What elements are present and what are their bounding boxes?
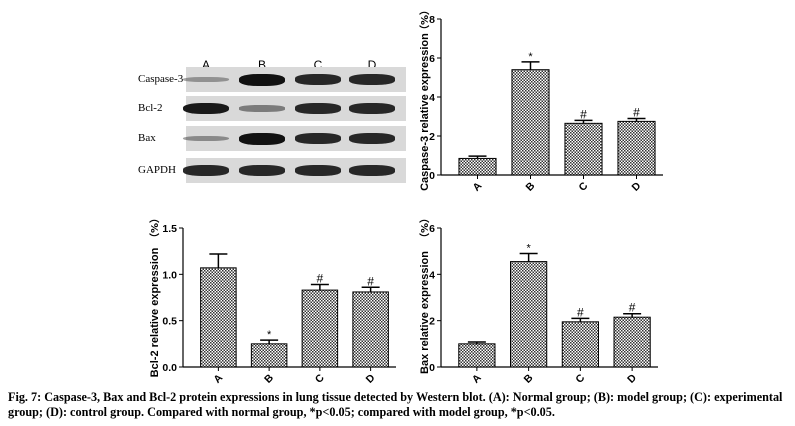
significance-marker: # <box>629 301 636 315</box>
blot-band <box>183 165 229 176</box>
y-tick-label: 4 <box>429 269 435 281</box>
y-tick-label: 8 <box>429 14 435 26</box>
significance-marker: * <box>526 242 531 254</box>
blot-band <box>183 76 229 83</box>
figure-caption: Fig. 7: Caspase-3, Bax and Bcl-2 protein… <box>8 390 783 419</box>
blot-lane-label-c: C <box>313 58 323 72</box>
significance-marker: # <box>577 305 584 319</box>
significance-marker: * <box>267 329 272 341</box>
blot-band <box>183 102 229 115</box>
blot-band <box>349 165 395 176</box>
significance-marker: # <box>580 107 587 121</box>
y-axis-label: Caspase-3 relative expression <box>419 33 431 191</box>
bar <box>613 316 651 368</box>
blot-band <box>349 133 395 144</box>
y-tick-label: 6 <box>429 53 435 65</box>
x-tick-label: B <box>262 372 276 386</box>
x-tick-label: D <box>625 372 639 386</box>
bar <box>458 343 496 368</box>
y-tick-label: 0.0 <box>162 362 177 374</box>
x-tick-label: B <box>523 180 537 194</box>
blot-lane-label-b: B <box>257 58 267 72</box>
bar <box>617 120 656 176</box>
blot-row-label: GAPDH <box>138 164 176 176</box>
blot-band <box>295 74 341 85</box>
y-tick-label: 0.5 <box>162 316 177 328</box>
blot-band <box>183 135 229 142</box>
y-tick-label: 2 <box>429 131 435 143</box>
y-tick-label: 1.0 <box>162 269 177 281</box>
y-tick-label: 6 <box>429 223 435 235</box>
x-tick-label: A <box>470 180 484 194</box>
x-tick-label: A <box>470 372 484 386</box>
y-axis-label: Bax relative expression <box>419 251 431 374</box>
bar <box>564 122 603 176</box>
blot-row-label: Caspase-3 <box>138 73 184 85</box>
y-tick-label: 4 <box>429 92 435 104</box>
bar <box>250 343 288 368</box>
y-tick-label: 1.5 <box>162 223 177 235</box>
blot-band <box>349 103 395 114</box>
blot-lane-label-d: D <box>367 58 377 72</box>
y-axis-label: Bcl-2 relative expression <box>149 247 161 377</box>
significance-marker: * <box>528 51 533 63</box>
y-tick-label: 0 <box>429 170 435 182</box>
blot-band <box>239 165 285 176</box>
y-tick-label: 0 <box>429 362 435 374</box>
bar <box>510 261 548 368</box>
bar <box>301 289 339 368</box>
bar <box>458 157 497 176</box>
x-tick-label: C <box>576 180 590 194</box>
bar <box>200 267 237 368</box>
blot-row-label: Bax <box>138 132 156 144</box>
x-tick-label: C <box>573 372 587 386</box>
x-tick-label: C <box>313 372 327 386</box>
blot-band <box>349 74 395 85</box>
bar <box>561 321 599 368</box>
y-axis-unit: （%） <box>418 213 431 243</box>
x-tick-label: D <box>364 372 378 386</box>
y-axis-unit: （%） <box>148 213 161 243</box>
blot-band <box>239 132 285 145</box>
blot-band <box>295 133 341 144</box>
blot-band <box>239 73 285 86</box>
x-tick-label: A <box>211 372 225 386</box>
x-tick-label: D <box>629 180 643 194</box>
blot-lane-label-a: A <box>201 58 211 72</box>
blot-band <box>239 105 285 112</box>
bar <box>511 69 550 176</box>
y-tick-label: 2 <box>429 316 435 328</box>
y-axis-unit: （%） <box>418 5 431 35</box>
significance-marker: # <box>367 274 374 288</box>
x-tick-label: B <box>522 372 536 386</box>
blot-band <box>295 103 341 114</box>
significance-marker: # <box>633 105 640 119</box>
blot-band <box>295 165 341 176</box>
significance-marker: # <box>317 272 324 286</box>
bar <box>352 291 389 368</box>
blot-row-label: Bcl-2 <box>138 102 163 114</box>
